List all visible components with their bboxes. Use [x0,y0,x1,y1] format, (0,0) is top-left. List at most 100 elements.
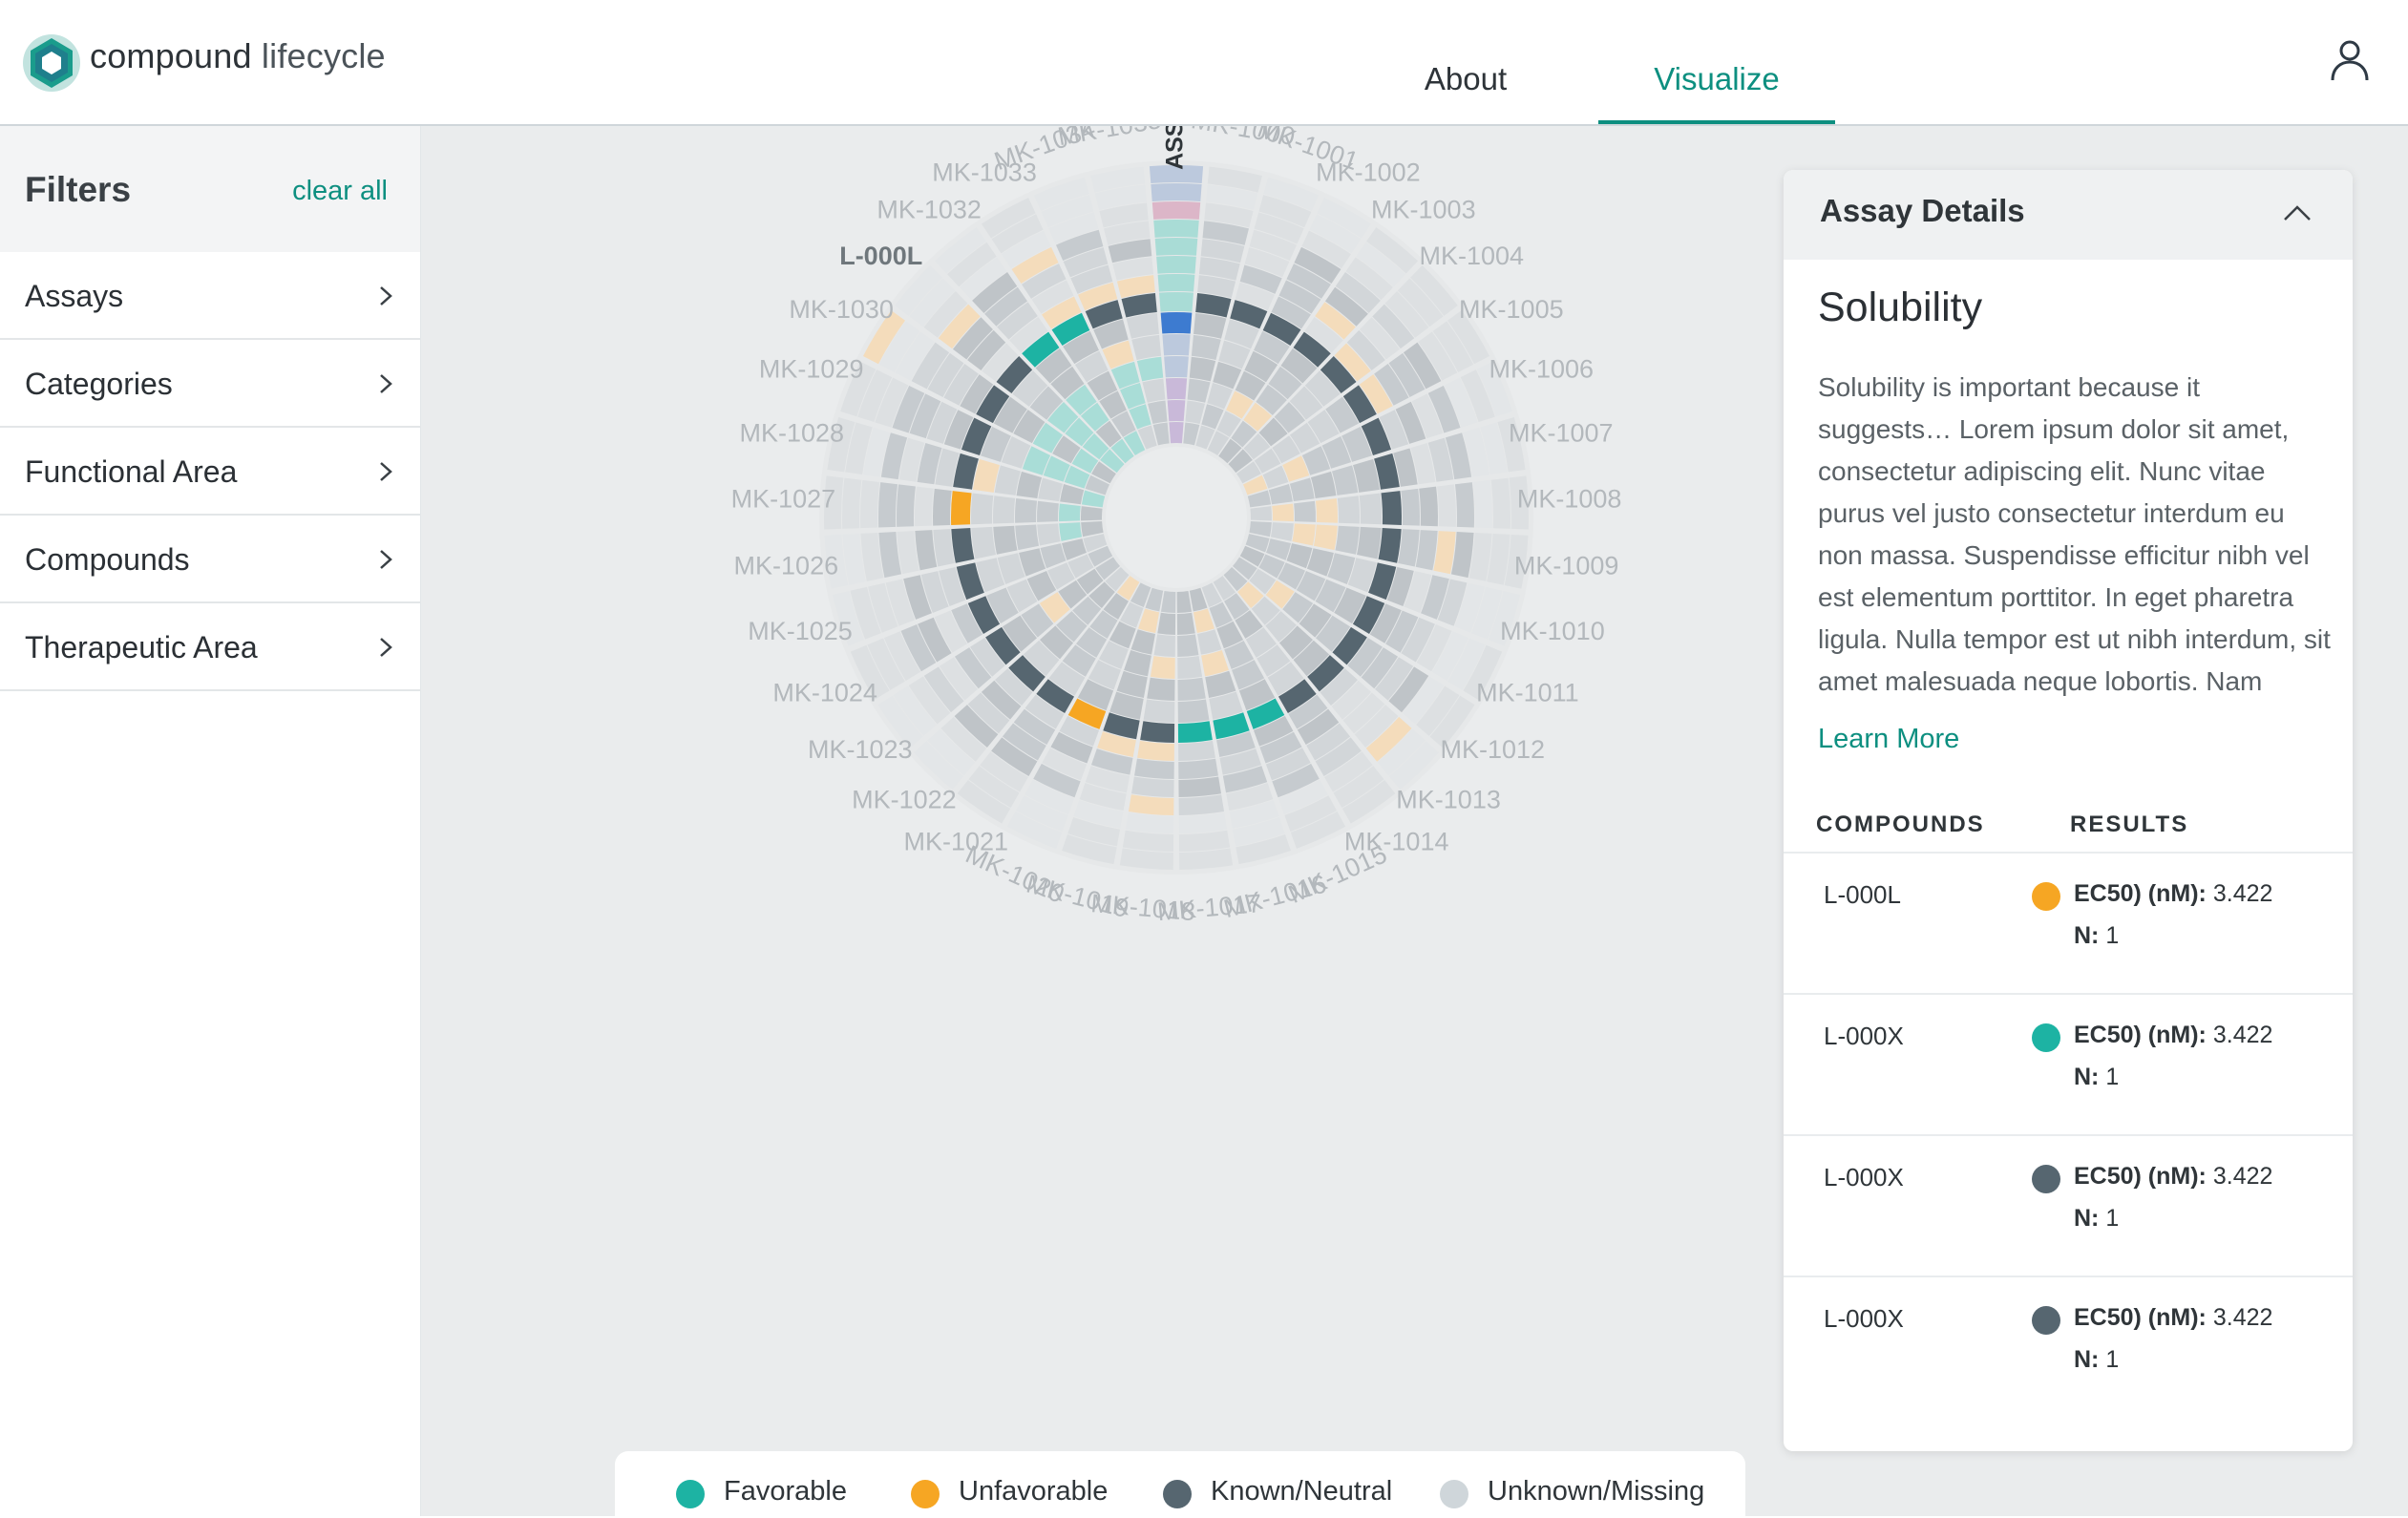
compound-cell[interactable] [951,528,975,563]
compound-cell[interactable] [1327,553,1356,585]
compound-cell[interactable] [1116,576,1140,601]
compound-cell[interactable] [1293,640,1330,677]
compound-cell[interactable] [1315,497,1338,523]
compound-cell[interactable] [976,558,1005,593]
compound-cell[interactable] [1131,776,1174,797]
compound-cell[interactable] [1033,177,1089,211]
compound-cell[interactable] [1178,794,1225,815]
compound-cell[interactable] [1197,275,1236,299]
compound-cell[interactable] [1011,246,1059,284]
compound-cell[interactable] [1089,610,1118,639]
compound-cell[interactable] [1471,586,1503,640]
compound-cell[interactable] [1042,296,1082,329]
compound-cell[interactable] [1082,432,1109,460]
compound-label[interactable]: MK-1029 [759,355,864,384]
compound-cell[interactable] [1403,342,1442,390]
compound-cell[interactable] [1213,576,1236,601]
compound-cell[interactable] [1108,239,1152,264]
compound-cell[interactable] [1345,257,1393,301]
compound-cell[interactable] [1282,592,1314,623]
compound-cell[interactable] [1195,425,1215,450]
compound-radial-chart[interactable]: MK-1000MK-1001MK-1002MK-1003MK-1004MK-10… [421,126,2408,1516]
filter-compounds[interactable]: Compounds [0,516,420,603]
compound-cell[interactable] [1103,593,1129,620]
compound-cell[interactable] [923,666,964,713]
compound-cell[interactable] [1401,617,1435,663]
compound-cell[interactable] [1131,334,1162,361]
compound-cell[interactable] [1138,608,1160,634]
compound-cell[interactable] [1450,532,1474,579]
compound-cell[interactable] [1460,369,1495,423]
compound-cell[interactable] [1294,500,1316,522]
compound-cell[interactable] [1176,612,1195,635]
compound-cell[interactable] [1022,331,1060,368]
compound-cell[interactable] [1284,795,1338,832]
compound-cell[interactable] [1059,522,1083,541]
compound-cell[interactable] [1315,615,1351,652]
compound-cell[interactable] [1026,570,1057,601]
compound-cell[interactable] [1179,848,1234,870]
compound-cell[interactable] [1257,644,1291,677]
compound-cell[interactable] [895,264,942,316]
compound-cell[interactable] [1070,264,1113,294]
compound-cell[interactable] [1198,257,1240,281]
compound-cell[interactable] [1229,800,1279,829]
compound-cell[interactable] [1055,229,1104,262]
compound-cell[interactable] [1242,474,1268,495]
compound-cell[interactable] [1320,668,1358,706]
compound-cell[interactable] [1002,723,1046,761]
compound-cell[interactable] [1066,384,1097,415]
compound-cell[interactable] [1293,331,1331,368]
compound-cell[interactable] [1060,484,1085,505]
compound-cell[interactable] [880,432,908,480]
compound-cell[interactable] [1377,728,1426,776]
compound-cell[interactable] [1278,280,1321,314]
compound-cell[interactable] [1189,587,1208,612]
compound-cell[interactable] [1177,699,1210,723]
compound-label[interactable]: MK-1006 [1489,355,1595,384]
compound-cell[interactable] [1299,603,1332,638]
compound-cell[interactable] [993,396,1027,433]
compound-cell[interactable] [1230,300,1268,329]
compound-cell[interactable] [1195,293,1232,318]
compound-cell[interactable] [1359,374,1393,414]
compound-cell[interactable] [1490,477,1510,529]
compound-cell[interactable] [1067,816,1121,847]
compound-cell[interactable] [1289,477,1315,502]
compound-cell[interactable] [1095,557,1120,580]
compound-cell[interactable] [1437,579,1468,626]
compound-cell[interactable] [1191,334,1221,361]
compound-cell[interactable] [980,426,1011,462]
compound-cell[interactable] [1110,438,1134,464]
compound-cell[interactable] [1265,748,1311,781]
compound-cell[interactable] [996,356,1033,394]
compound-cell[interactable] [1207,431,1230,455]
compound-cell[interactable] [1183,422,1200,446]
compound-cell[interactable] [842,533,866,585]
assay-cell[interactable] [1165,378,1188,400]
compound-cell[interactable] [1236,461,1261,484]
compound-cell[interactable] [1099,390,1127,419]
result-row[interactable]: L-000L EC50) (nM): 3.422 N: 1 [1784,854,2353,995]
compound-cell[interactable] [1104,221,1151,245]
compound-cell[interactable] [1341,780,1396,824]
compound-cell[interactable] [1076,568,1104,595]
compound-cell[interactable] [981,680,1022,720]
compound-cell[interactable] [1274,402,1305,433]
compound-cell[interactable] [1201,582,1223,607]
compound-cell[interactable] [1218,438,1242,464]
compound-cell[interactable] [1136,356,1164,382]
tab-about[interactable]: About [1424,61,1508,96]
compound-cell[interactable] [1095,420,1122,448]
compound-cell[interactable] [1079,783,1127,812]
compound-cell[interactable] [1081,490,1106,508]
compound-cell[interactable] [1254,448,1281,474]
compound-cell[interactable] [1178,758,1218,779]
compound-cell[interactable] [968,766,1020,809]
compound-cell[interactable] [1431,631,1469,682]
compound-cell[interactable] [1278,562,1305,590]
compound-cell[interactable] [1033,763,1081,798]
compound-cell[interactable] [1249,229,1298,262]
assay-cell[interactable] [1154,238,1198,256]
compound-cell[interactable] [1361,417,1392,455]
